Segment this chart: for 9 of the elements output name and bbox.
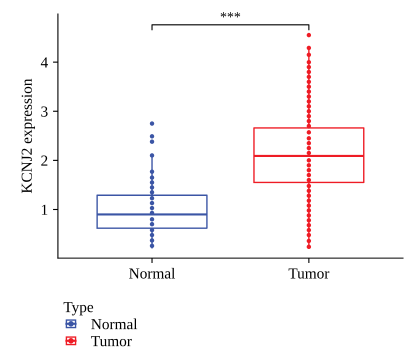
y-axis-title: KCNJ2 expression	[22, 78, 35, 194]
y-tick-label: 1	[42, 204, 48, 215]
y-tick-label: 4	[40, 57, 48, 68]
legend-label: Normal	[91, 318, 138, 330]
legend-title: Type	[64, 302, 94, 316]
legend-label: Tumor	[91, 336, 132, 346]
y-tick-label: 3	[41, 106, 48, 117]
y-tick-label: 2	[41, 156, 48, 166]
annotation: ***	[220, 12, 240, 18]
